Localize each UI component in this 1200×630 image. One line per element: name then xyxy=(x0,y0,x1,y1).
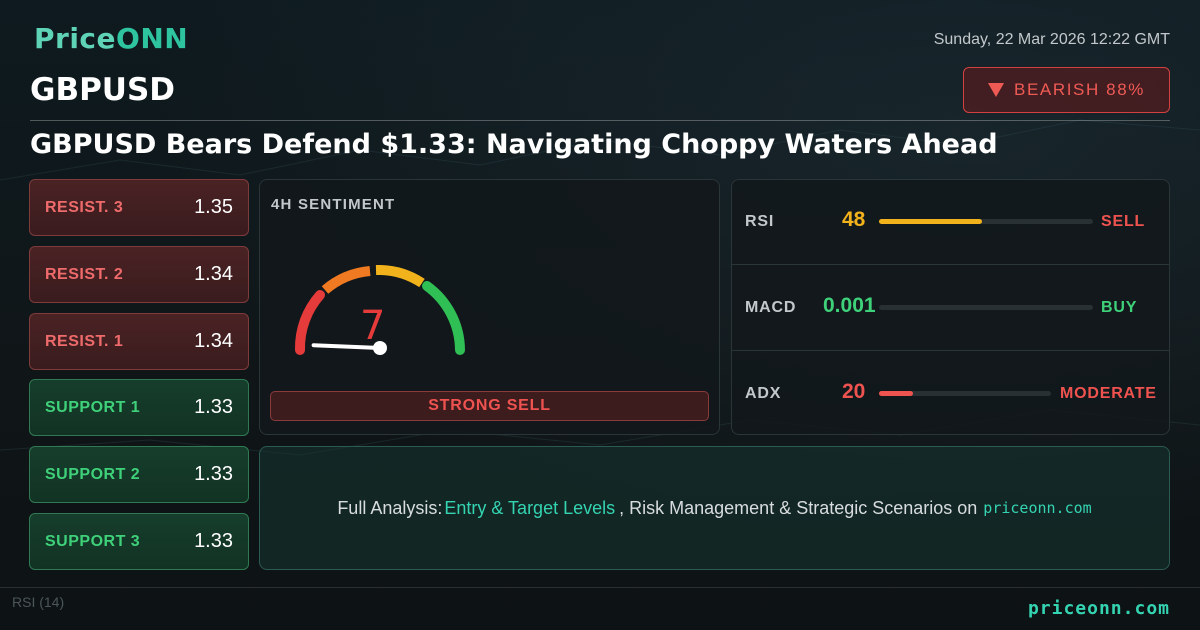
indicator-value: 20 xyxy=(842,380,866,403)
triangle-down-icon xyxy=(988,83,1004,97)
indicator-name: MACD xyxy=(745,299,797,316)
level-label: RESIST. 1 xyxy=(45,332,124,350)
indicator-track xyxy=(879,219,1093,224)
indicator-signal: BUY xyxy=(1101,299,1138,316)
sentiment-title: 4H SENTIMENT xyxy=(271,196,396,213)
cta-prefix: Full Analysis: xyxy=(337,497,443,518)
brand-logo: PriceONN xyxy=(34,22,188,55)
indicator-signal: SELL xyxy=(1101,213,1146,230)
bias-label: BEARISH 88% xyxy=(1014,80,1145,99)
indicator-macd: MACD 0.001 BUY xyxy=(731,264,1170,349)
gauge-arc-yellow xyxy=(375,264,425,288)
level-label: SUPPORT 3 xyxy=(45,532,141,550)
gauge-arc-green xyxy=(422,281,465,355)
level-value: 1.35 xyxy=(194,196,233,218)
brand-logo-prefix: Price xyxy=(34,22,117,55)
cta-rest: , Risk Management & Strategic Scenarios … xyxy=(619,497,978,518)
bias-badge: BEARISH 88% xyxy=(963,67,1170,113)
indicator-track xyxy=(879,305,1093,310)
level-resist-3: RESIST. 3 1.35 xyxy=(29,179,249,236)
indicator-fill xyxy=(879,219,982,224)
ghost-rsi-label: RSI (14) xyxy=(12,594,65,610)
indicator-fill xyxy=(879,391,914,396)
level-value: 1.33 xyxy=(194,396,233,418)
level-label: RESIST. 2 xyxy=(45,265,124,283)
headline: GBPUSD Bears Defend $1.33: Navigating Ch… xyxy=(30,129,998,160)
level-value: 1.33 xyxy=(194,463,233,485)
footer-domain-link[interactable]: priceonn.com xyxy=(1027,598,1170,619)
cta-domain-link[interactable]: priceonn.com xyxy=(983,499,1092,517)
gauge-arc-orange xyxy=(321,266,371,294)
datetime: Sunday, 22 Mar 2026 12:22 GMT xyxy=(933,31,1170,48)
sentiment-verdict: STRONG SELL xyxy=(270,391,709,421)
indicator-value: 0.001 xyxy=(823,294,876,317)
level-support-1: SUPPORT 1 1.33 xyxy=(29,379,249,436)
level-label: RESIST. 3 xyxy=(45,198,124,216)
gauge-needle xyxy=(311,343,382,350)
level-resist-2: RESIST. 2 1.34 xyxy=(29,246,249,303)
footer-divider xyxy=(0,587,1200,588)
level-value: 1.34 xyxy=(194,263,233,285)
level-support-3: SUPPORT 3 1.33 xyxy=(29,513,249,570)
indicator-name: RSI xyxy=(745,213,775,230)
level-support-2: SUPPORT 2 1.33 xyxy=(29,446,249,503)
sentiment-score: 7 xyxy=(360,303,386,349)
level-label: SUPPORT 2 xyxy=(45,465,141,483)
sentiment-gauge xyxy=(294,264,465,355)
brand-logo-suffix: ONN xyxy=(116,22,189,55)
level-resist-1: RESIST. 1 1.34 xyxy=(29,313,249,370)
indicator-adx: ADX 20 MODERATE xyxy=(731,350,1170,435)
header-divider xyxy=(30,120,1170,121)
cta-highlight: Entry & Target Levels xyxy=(444,497,616,518)
level-value: 1.33 xyxy=(194,530,233,552)
gauge-arc-red xyxy=(294,290,325,355)
gauge-hub xyxy=(373,341,387,355)
symbol-title: GBPUSD xyxy=(30,72,176,108)
indicator-rsi: RSI 48 SELL xyxy=(731,179,1170,264)
indicator-value: 48 xyxy=(842,208,866,231)
indicator-track xyxy=(879,391,1051,396)
level-value: 1.34 xyxy=(194,330,233,352)
level-label: SUPPORT 1 xyxy=(45,398,141,416)
indicator-signal: MODERATE xyxy=(1060,385,1157,402)
full-analysis-banner[interactable]: Full Analysis: Entry & Target Levels , R… xyxy=(259,446,1170,570)
indicator-name: ADX xyxy=(745,385,782,402)
